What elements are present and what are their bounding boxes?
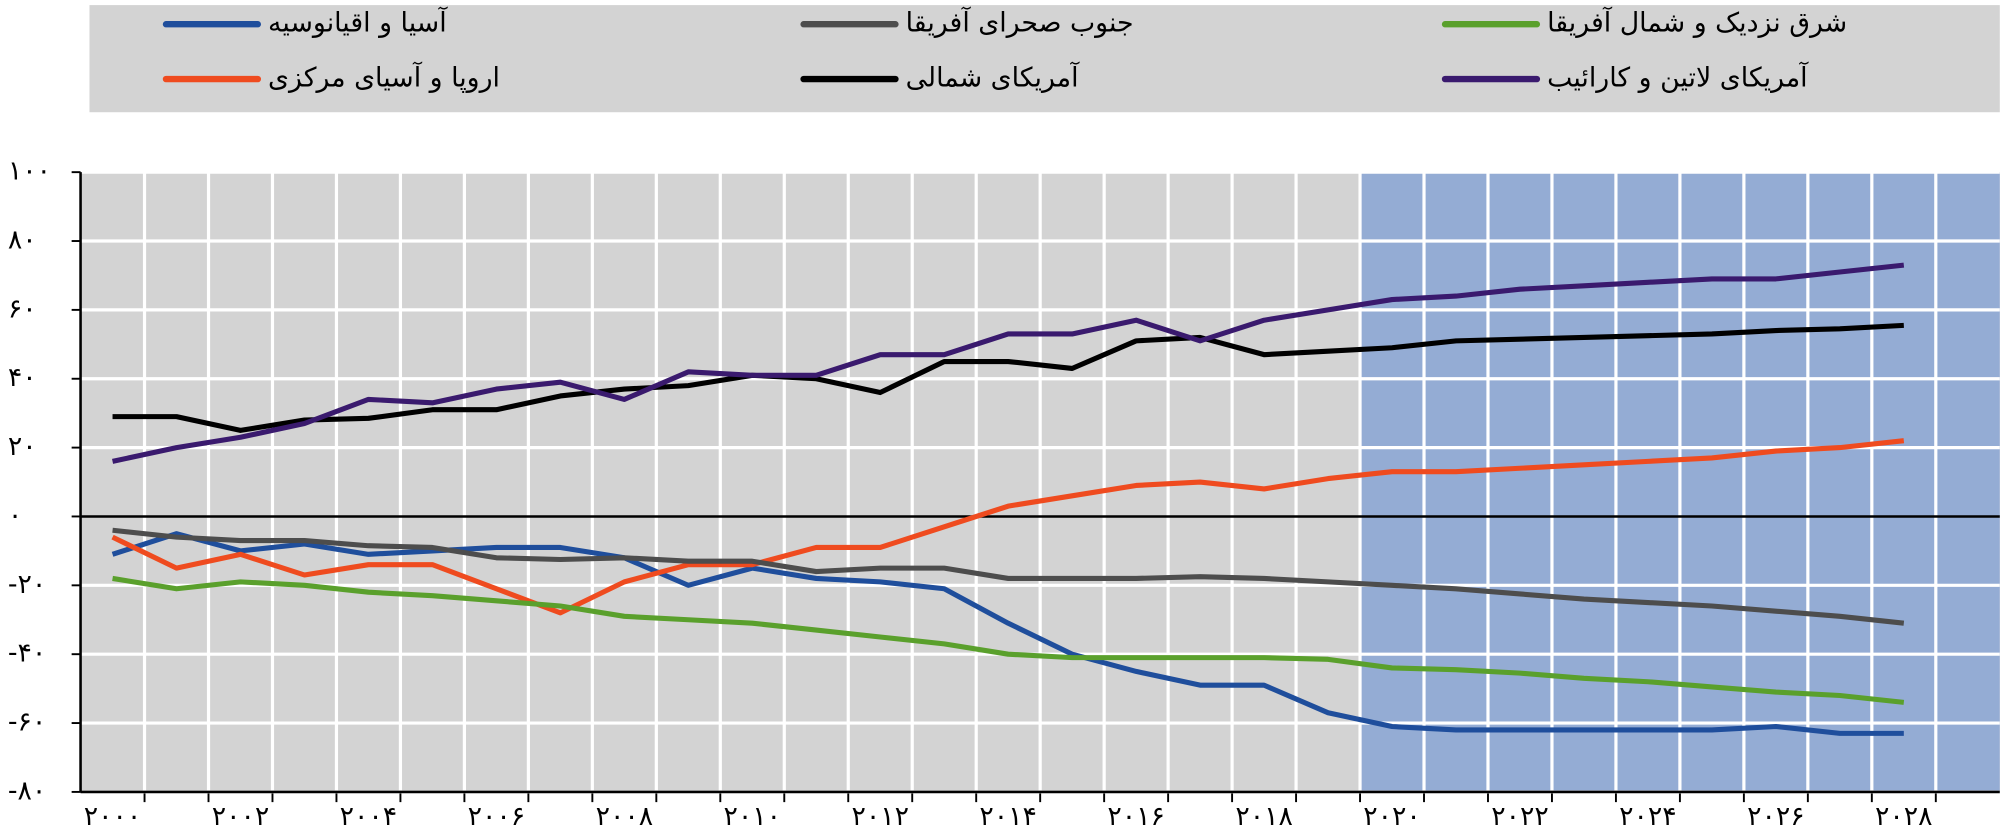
y-tick-label: -۴۰ bbox=[8, 638, 46, 669]
series-line bbox=[112, 322, 1904, 433]
y-tick-label: ۰ bbox=[8, 500, 22, 531]
x-tick-label: ۲۰۰۰ bbox=[84, 801, 142, 832]
y-tick-label: -۲۰ bbox=[8, 569, 46, 600]
legend-label: آمریکای لاتین و کارائیب bbox=[1547, 62, 1809, 94]
series-line bbox=[112, 262, 1905, 464]
y-tick-label: ۸۰ bbox=[8, 225, 37, 256]
x-tick-label: ۲۰۰۲ bbox=[212, 801, 270, 832]
legend-label: آسیا و اقیانوسیه bbox=[268, 7, 448, 39]
x-tick-label: ۲۰۱۰ bbox=[724, 801, 782, 832]
x-tick-label: ۲۰۱۸ bbox=[1235, 801, 1293, 832]
x-tick-label: ۲۰۱۴ bbox=[979, 801, 1037, 832]
legend-box bbox=[89, 5, 2000, 113]
series-line bbox=[112, 527, 1905, 626]
x-tick-label: ۲۰۲۲ bbox=[1491, 801, 1549, 832]
x-tick-label: ۲۰۲۸ bbox=[1875, 801, 1933, 832]
legend-label: جنوب صحرای آفریقا bbox=[906, 7, 1134, 39]
y-tick-label: ۲۰ bbox=[8, 431, 37, 462]
y-tick-label: -۸۰ bbox=[8, 775, 46, 806]
x-tick-label: ۲۰۲۴ bbox=[1619, 801, 1677, 832]
legend-label: شرق نزدیک و شمال آفریقا bbox=[1547, 7, 1847, 39]
y-tick-label: ۱۰۰ bbox=[8, 156, 51, 187]
x-tick-label: ۲۰۲۶ bbox=[1747, 801, 1805, 832]
legend-label: اروپا و آسیای مرکزی bbox=[268, 62, 500, 94]
x-tick-label: ۲۰۱۶ bbox=[1107, 801, 1165, 832]
x-tick-label: ۲۰۰۸ bbox=[596, 801, 654, 832]
y-tick-label: ۶۰ bbox=[8, 293, 37, 324]
series-line bbox=[112, 575, 1905, 705]
x-tick-label: ۲۰۱۲ bbox=[851, 801, 909, 832]
series-line bbox=[111, 531, 1904, 736]
x-tick-label: ۲۰۰۴ bbox=[340, 801, 398, 832]
series-line bbox=[111, 438, 1905, 616]
x-tick-label: ۲۰۰۶ bbox=[468, 801, 526, 832]
x-tick-label: ۲۰۲۰ bbox=[1363, 801, 1421, 832]
y-tick-label: -۶۰ bbox=[8, 707, 46, 738]
legend-label: آمریکای شمالی bbox=[906, 62, 1080, 94]
y-tick-label: ۴۰ bbox=[8, 362, 37, 393]
